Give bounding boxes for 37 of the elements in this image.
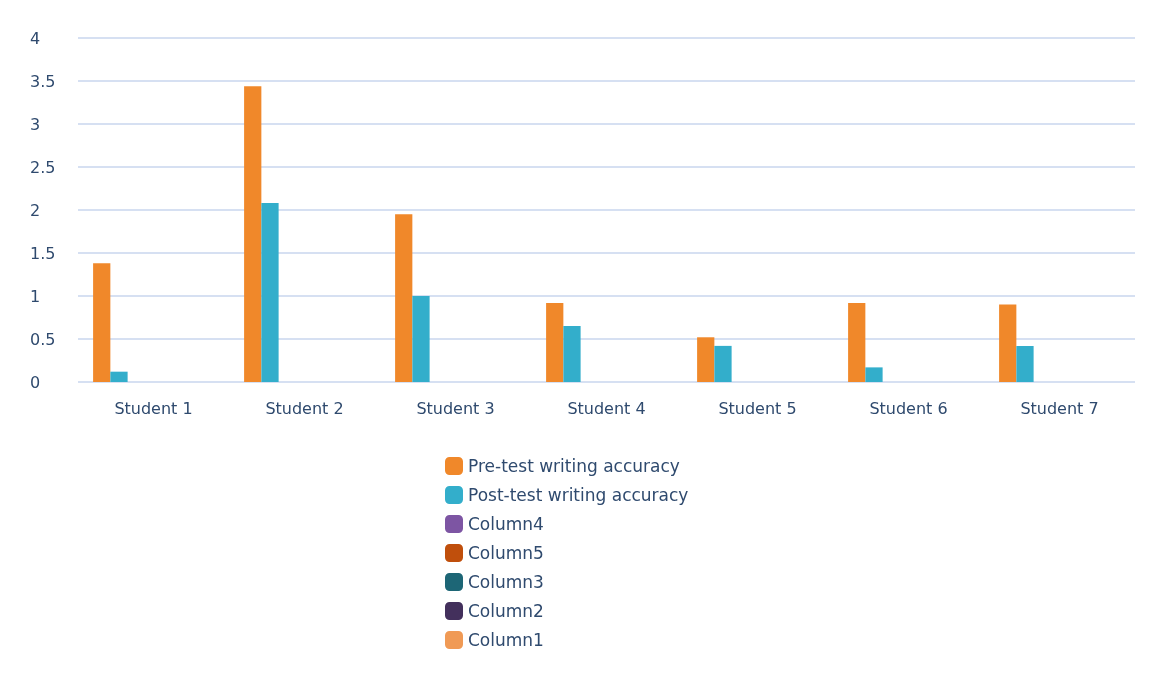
x-tick-label: Student 7 bbox=[1020, 398, 1099, 418]
y-tick-label: 3 bbox=[30, 114, 41, 134]
legend-label: Column1 bbox=[468, 630, 544, 650]
bar bbox=[999, 304, 1017, 382]
x-tick-label: Student 1 bbox=[114, 398, 193, 418]
bar bbox=[93, 263, 111, 382]
y-tick-label: 3.5 bbox=[30, 71, 56, 91]
x-tick-label: Student 6 bbox=[869, 398, 948, 418]
y-tick-label: 4 bbox=[30, 28, 41, 48]
legend-label: Column5 bbox=[468, 543, 544, 563]
bar bbox=[546, 302, 564, 382]
x-tick-label: Student 4 bbox=[567, 398, 646, 418]
legend-label: Column3 bbox=[468, 572, 544, 592]
x-tick-label: Student 5 bbox=[718, 398, 797, 418]
bar bbox=[697, 337, 715, 382]
legend-label: Post-test writing accuracy bbox=[468, 485, 689, 505]
y-tick-label: 0.5 bbox=[30, 329, 56, 349]
y-tick-label: 2.5 bbox=[30, 157, 56, 177]
bar bbox=[1016, 345, 1034, 382]
bar bbox=[110, 371, 128, 382]
legend-label: Column2 bbox=[468, 601, 544, 621]
bar bbox=[848, 302, 866, 382]
bar bbox=[714, 345, 732, 382]
y-tick-label: 0 bbox=[30, 372, 41, 392]
y-tick-label: 1.5 bbox=[30, 243, 56, 263]
legend-label: Column4 bbox=[468, 514, 544, 534]
x-tick-label: Student 2 bbox=[265, 398, 344, 418]
bar bbox=[244, 86, 262, 382]
x-tick-label: Student 3 bbox=[416, 398, 495, 418]
bar bbox=[412, 296, 430, 382]
legend-label: Pre-test writing accuracy bbox=[468, 456, 680, 476]
y-tick-label: 1 bbox=[30, 286, 41, 306]
y-tick-label: 2 bbox=[30, 200, 41, 220]
bar bbox=[563, 326, 581, 382]
bar bbox=[395, 214, 413, 382]
bar bbox=[261, 203, 279, 382]
bar bbox=[865, 367, 883, 382]
